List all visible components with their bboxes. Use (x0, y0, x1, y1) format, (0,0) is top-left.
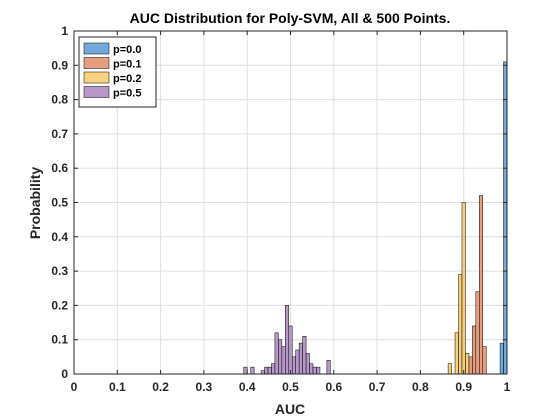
y-tick-label: 0.1 (51, 333, 68, 347)
bar-p-0-5 (264, 366, 269, 375)
x-tick-label: 0.9 (455, 380, 472, 394)
bar-p-0-5 (288, 325, 293, 375)
bar-p-0-5 (298, 342, 303, 375)
bar-p-0-5 (278, 339, 283, 375)
legend-swatch (83, 71, 110, 84)
axis-ticks: 0 0.1 0.2 0.3 0.4 0.5 0.6 0.7 0.8 0.9 1 0 0.1 0.2 0.3 0… (51, 24, 510, 394)
y-tick-label: 0.3 (51, 264, 68, 278)
y-tick-label: 0.2 (51, 298, 68, 312)
y-tick-label: 0.4 (51, 230, 68, 244)
x-tick-label: 0.3 (196, 380, 213, 394)
bar-p-0-2 (458, 274, 463, 375)
bar-p-0-5 (291, 356, 296, 375)
bar-p-0-2 (461, 202, 466, 375)
x-tick-label: 1 (504, 380, 511, 394)
legend: p=0.0 p=0.1 p=0.2 p=0.5 (78, 36, 157, 108)
legend-swatch (83, 86, 110, 98)
bar-p-0-2 (465, 353, 470, 375)
y-tick-label: 1 (61, 24, 68, 38)
histogram-bars (243, 61, 508, 375)
bar-p-0-5 (316, 366, 321, 375)
bar-p-0-1 (479, 195, 484, 375)
y-tick-label: 0.8 (51, 93, 68, 107)
bar-p-0-5 (295, 349, 300, 375)
bar-p-0-5 (305, 353, 310, 375)
bar-p-0-2 (447, 363, 452, 375)
y-tick-label: 0 (61, 367, 68, 381)
legend-label: p=0.2 (113, 73, 141, 85)
x-tick-label: 0.2 (152, 380, 169, 394)
bar-p-0-1 (482, 346, 487, 375)
bar-p-0-0 (499, 342, 504, 375)
legend-label: p=0.0 (113, 44, 141, 56)
y-tick-label: 0.7 (51, 127, 68, 141)
bar-p-0-5 (260, 370, 265, 375)
bar-p-0-5 (243, 366, 248, 375)
bar-p-0-5 (281, 346, 286, 375)
bar-p-0-5 (302, 336, 307, 375)
bar-p-0-5 (250, 366, 255, 375)
legend-label: p=0.1 (113, 59, 141, 71)
bar-p-0-1 (475, 291, 480, 375)
y-tick-label: 0.5 (51, 196, 68, 210)
bar-p-0-2 (454, 332, 459, 375)
legend-swatch (83, 57, 110, 69)
bar-p-0-5 (267, 366, 272, 375)
x-tick-label: 0.8 (412, 380, 429, 394)
x-tick-label: 0.1 (109, 380, 126, 394)
y-tick-label: 0.9 (51, 58, 68, 72)
legend-swatch (83, 42, 110, 55)
bar-p-0-5 (309, 363, 314, 375)
legend-label: p=0.5 (113, 88, 141, 100)
y-tick-label: 0.6 (51, 161, 68, 175)
x-tick-label: 0.7 (369, 380, 386, 394)
x-axis-label: AUC (275, 401, 305, 417)
x-tick-label: 0.5 (282, 380, 299, 394)
chart-title: AUC Distribution for Poly-SVM, All & 500… (130, 10, 451, 26)
x-tick-label: 0 (71, 380, 78, 394)
bar-p-0-0 (503, 61, 508, 375)
bar-p-0-5 (271, 363, 276, 375)
x-tick-label: 0.6 (325, 380, 342, 394)
x-tick-label: 0.4 (239, 380, 256, 394)
bar-p-0-5 (326, 360, 331, 375)
bar-p-0-5 (312, 366, 317, 375)
y-axis-label: Probability (27, 167, 43, 240)
bar-p-0-1 (468, 356, 473, 375)
bar-p-0-1 (472, 325, 477, 375)
bar-p-0-5 (285, 305, 290, 375)
bar-p-0-5 (274, 332, 279, 375)
